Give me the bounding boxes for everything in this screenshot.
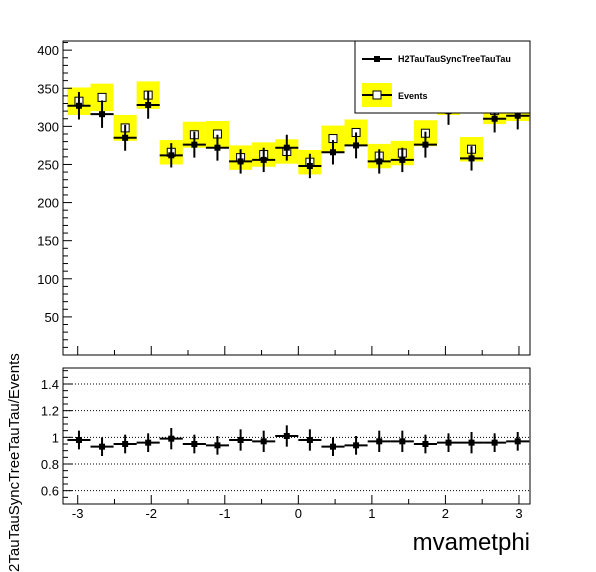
ratio-x-tick-label: -3 [72, 506, 84, 521]
ratio-point [436, 433, 461, 452]
tree-point [390, 147, 414, 173]
ratio-point [367, 430, 391, 452]
ratio-axes: 0.6 0.8 1 1.2 1.4 -3 -2 -1 0 1 2 3 [41, 370, 523, 521]
ratio-x-tick-label: 3 [515, 506, 522, 521]
legend-entry-tree: H2TauTauSyncTreeTauTau [362, 54, 511, 64]
tree-point [67, 92, 91, 120]
ratio-y-tick-label: 1.4 [41, 377, 59, 392]
top-y-tick-label: 250 [37, 157, 59, 172]
x-axis-title: mvametphi [413, 529, 530, 556]
ratio-point [413, 434, 437, 454]
top-frame [62, 40, 531, 356]
legend: H2TauTauSyncTreeTauTau Events [354, 40, 531, 114]
tree-point [159, 143, 183, 168]
tree-point [90, 100, 114, 128]
top-y-tick-label: 200 [37, 196, 59, 211]
ratio-point [229, 429, 253, 451]
tree-point [252, 147, 276, 173]
top-panel: 50 100 150 200 250 300 350 400 H2TauTauSyncTree… [37, 40, 531, 356]
ratio-point [506, 432, 530, 451]
ratio-point [136, 433, 160, 452]
top-y-tick-label: 150 [37, 234, 59, 249]
tree-markers [67, 91, 530, 179]
top-y-tick-label: 300 [37, 119, 59, 134]
tree-point [413, 131, 437, 158]
tree-point [459, 146, 484, 171]
ratio-point [390, 430, 414, 452]
top-axes: 50 100 150 200 250 300 350 400 [37, 42, 520, 355]
ratio-point [252, 430, 276, 452]
ratio-y-tick-label: 1.2 [41, 404, 59, 419]
ratio-x-tick-label: -2 [145, 506, 157, 521]
tree-point [344, 132, 368, 159]
events-point [97, 92, 107, 102]
tree-point [321, 140, 345, 165]
tree-point [298, 153, 322, 179]
top-y-tick-label: 100 [37, 272, 59, 287]
ratio-point [205, 436, 229, 455]
ratio-panel: 0.6 0.8 1 1.2 1.4 -3 -2 -1 0 1 2 3 [41, 367, 531, 521]
ratio-point [344, 436, 368, 455]
legend-tree-marker [374, 56, 380, 62]
tree-point [229, 149, 253, 174]
top-y-tick-label: 350 [37, 81, 59, 96]
ratio-y-tick-label: 0.6 [41, 484, 59, 499]
top-y-tick-label: 50 [45, 310, 59, 325]
tree-point [136, 91, 160, 119]
tree-point [205, 134, 229, 161]
tree-point [182, 131, 206, 158]
ratio-x-tick-label: 0 [295, 506, 302, 521]
ratio-point [113, 434, 137, 454]
ratio-point [483, 433, 507, 452]
ratio-point [182, 434, 206, 454]
ratio-point [298, 429, 322, 451]
ratio-x-tick-label: 2 [442, 506, 449, 521]
ratio-x-tick-label: 1 [368, 506, 375, 521]
ratio-point [321, 437, 345, 456]
legend-events-label: Events [398, 91, 428, 101]
ratio-point [90, 437, 114, 456]
ratio-markers [67, 425, 530, 456]
ratio-point [275, 425, 299, 447]
tree-point [275, 134, 299, 161]
ratio-point [459, 432, 484, 454]
legend-events-marker [372, 90, 382, 100]
ratio-y-axis-title: H2TauTauSyncTreeTauTau/Events [6, 353, 23, 572]
ratio-point [67, 430, 91, 450]
tree-point [113, 124, 137, 151]
ratio-y-tick-label: 1 [52, 430, 59, 445]
ratio-x-tick-label: -1 [219, 506, 231, 521]
legend-tree-label: H2TauTauSyncTreeTauTau [398, 54, 511, 64]
ratio-point [159, 428, 183, 450]
legend-entry-events: Events [362, 83, 428, 107]
top-y-tick-label: 400 [37, 43, 59, 58]
ratio-y-tick-label: 0.8 [41, 457, 59, 472]
tree-point [367, 149, 391, 174]
ratio-frame [62, 367, 531, 505]
